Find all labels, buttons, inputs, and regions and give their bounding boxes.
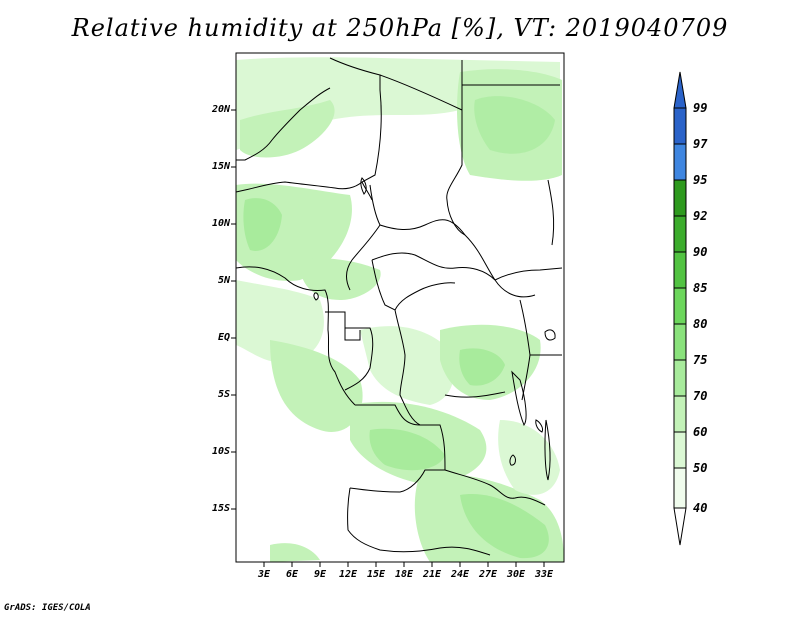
lon-label-15e: 15E: [366, 569, 386, 580]
colorbar-bottom-arrow: [673, 507, 687, 546]
lon-ticks: [263, 562, 545, 567]
colorbar-swatch-92-95: [673, 179, 687, 217]
humidity-field: [236, 57, 564, 562]
lon-label-6e: 6E: [285, 569, 299, 580]
colorbar-label-92: 92: [693, 209, 708, 223]
colorbar-swatch-97-99: [673, 107, 687, 145]
lat-label-10n: 10N: [211, 218, 230, 229]
lon-label-9e: 9E: [313, 569, 327, 580]
country-boundaries: [236, 57, 563, 556]
colorbar-swatch-70-75: [673, 359, 687, 397]
lat-label-10s: 10S: [211, 446, 230, 457]
colorbar-label-70: 70: [693, 389, 708, 403]
lon-label-12e: 12E: [338, 569, 358, 580]
lat-label-20n: 20N: [211, 104, 230, 115]
lat-ticks: [231, 109, 236, 510]
colorbar-label-50: 50: [693, 461, 708, 475]
colorbar-label-85: 85: [693, 281, 708, 295]
lon-label-24e: 24E: [450, 569, 470, 580]
colorbar-label-75: 75: [693, 353, 708, 367]
map-frame: [235, 52, 565, 563]
lon-label-3e: 3E: [257, 569, 271, 580]
lat-label-15s: 15S: [211, 503, 230, 514]
colorbar-swatch-95-97: [673, 143, 687, 181]
colorbar-label-99: 99: [693, 101, 708, 115]
colorbar-label-60: 60: [693, 425, 708, 439]
lon-label-18e: 18E: [394, 569, 414, 580]
colorbar-label-97: 97: [693, 137, 708, 151]
colorbar: [673, 71, 687, 546]
grads-credit: GrADS: IGES/COLA: [4, 603, 91, 613]
colorbar-swatch-75-80: [673, 323, 687, 361]
colorbar-label-90: 90: [693, 245, 708, 259]
lakes: [313, 177, 556, 481]
plot-title: Relative humidity at 250hPa [%], VT: 201…: [71, 14, 729, 42]
lat-label-eq: EQ: [217, 332, 230, 343]
lon-label-30e: 30E: [506, 569, 526, 580]
lon-label-33e: 33E: [534, 569, 554, 580]
lat-label-5s: 5S: [217, 389, 230, 400]
colorbar-swatch-80-85: [673, 287, 687, 325]
colorbar-label-95: 95: [693, 173, 708, 187]
colorbar-swatch-85-90: [673, 251, 687, 289]
colorbar-swatch-90-92: [673, 215, 687, 253]
colorbar-swatch-60-70: [673, 395, 687, 433]
colorbar-label-40: 40: [693, 501, 708, 515]
colorbar-top-arrow: [673, 71, 687, 109]
colorbar-swatch-50-60: [673, 431, 687, 469]
colorbar-label-80: 80: [693, 317, 708, 331]
lat-label-15n: 15N: [211, 161, 230, 172]
colorbar-swatch-40-50: [673, 467, 687, 509]
lat-label-5n: 5N: [217, 275, 230, 286]
lon-label-27e: 27E: [478, 569, 498, 580]
lon-label-21e: 21E: [422, 569, 442, 580]
